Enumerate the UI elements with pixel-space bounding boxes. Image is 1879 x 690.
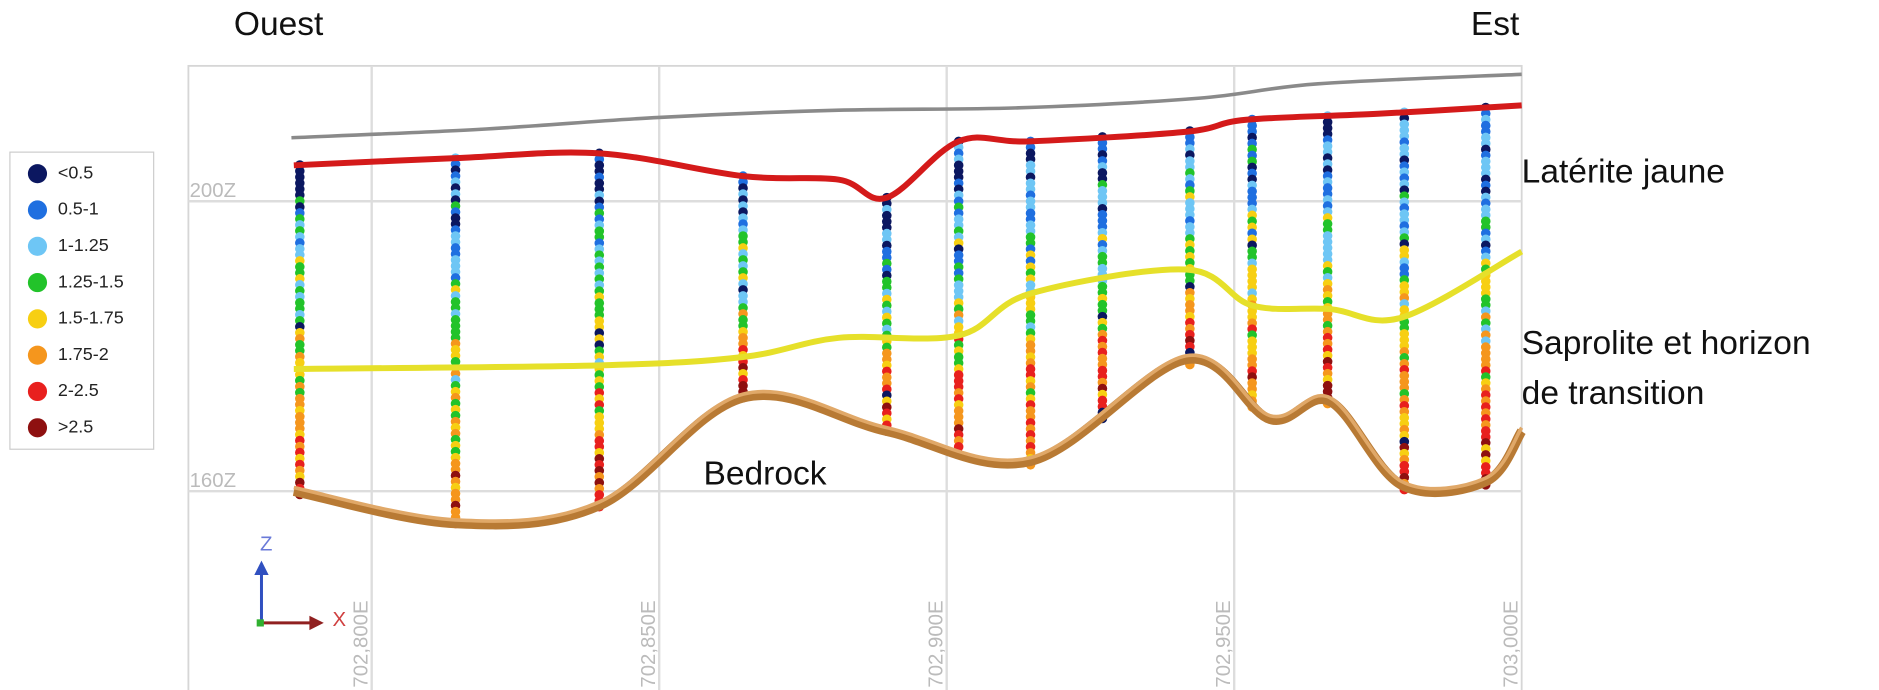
x-label: 702,900E bbox=[925, 600, 947, 687]
x-arrowhead bbox=[309, 615, 324, 631]
drill-holes bbox=[295, 102, 1491, 529]
saprolite-label: de transition bbox=[1522, 375, 1705, 412]
z-arrowhead bbox=[254, 560, 269, 575]
east-label: Est bbox=[1471, 6, 1520, 43]
z-label: 160Z bbox=[190, 470, 236, 492]
x-axis-name: X bbox=[333, 609, 347, 631]
legend-label: 0.5-1 bbox=[58, 199, 99, 219]
legend-label: 2-2.5 bbox=[58, 380, 99, 400]
saprolite-label: Saprolite et horizon bbox=[1522, 325, 1811, 362]
bedrock-highlight bbox=[293, 353, 1524, 523]
legend-box bbox=[9, 151, 155, 450]
legend-swatch bbox=[27, 200, 48, 220]
z-axis-name: Z bbox=[260, 533, 272, 555]
laterite-surface bbox=[293, 102, 1522, 202]
legend-label: 1.25-1.5 bbox=[58, 271, 124, 291]
legend-swatch bbox=[27, 273, 48, 293]
legend-swatch bbox=[27, 236, 48, 256]
bedrock-label: Bedrock bbox=[704, 455, 827, 492]
axis-triad: Z X bbox=[254, 533, 347, 631]
laterite-label: Latérite jaune bbox=[1522, 154, 1725, 191]
legend: <0.5 0.5-1 1-1.25 1.25-1.5 1.5-1.75 1.75-2 2-2… bbox=[27, 162, 124, 438]
legend-label: >2.5 bbox=[58, 417, 93, 437]
view-panel bbox=[187, 64, 1523, 690]
legend-swatch bbox=[27, 418, 48, 438]
legend-label: <0.5 bbox=[58, 162, 93, 182]
legend-label: 1.75-2 bbox=[58, 344, 109, 364]
bedrock-surface bbox=[292, 354, 1526, 530]
topography bbox=[291, 72, 1522, 140]
origin bbox=[256, 619, 264, 627]
z-label: 200Z bbox=[190, 180, 236, 202]
x-label: 702,800E bbox=[350, 600, 372, 687]
saprolite-surface bbox=[293, 248, 1524, 372]
legend-swatch bbox=[27, 345, 48, 365]
x-label: 702,850E bbox=[638, 600, 660, 687]
west-label: Ouest bbox=[234, 6, 324, 43]
legend-swatch bbox=[27, 381, 48, 402]
legend-label: 1.5-1.75 bbox=[58, 308, 124, 328]
legend-swatch bbox=[27, 309, 48, 329]
legend-label: 1-1.25 bbox=[58, 235, 109, 255]
x-label: 702,950E bbox=[1213, 600, 1235, 687]
surfaces bbox=[291, 72, 1526, 530]
grid bbox=[188, 65, 1522, 690]
legend-swatch bbox=[27, 164, 48, 184]
x-label: 703,000E bbox=[1500, 600, 1522, 687]
